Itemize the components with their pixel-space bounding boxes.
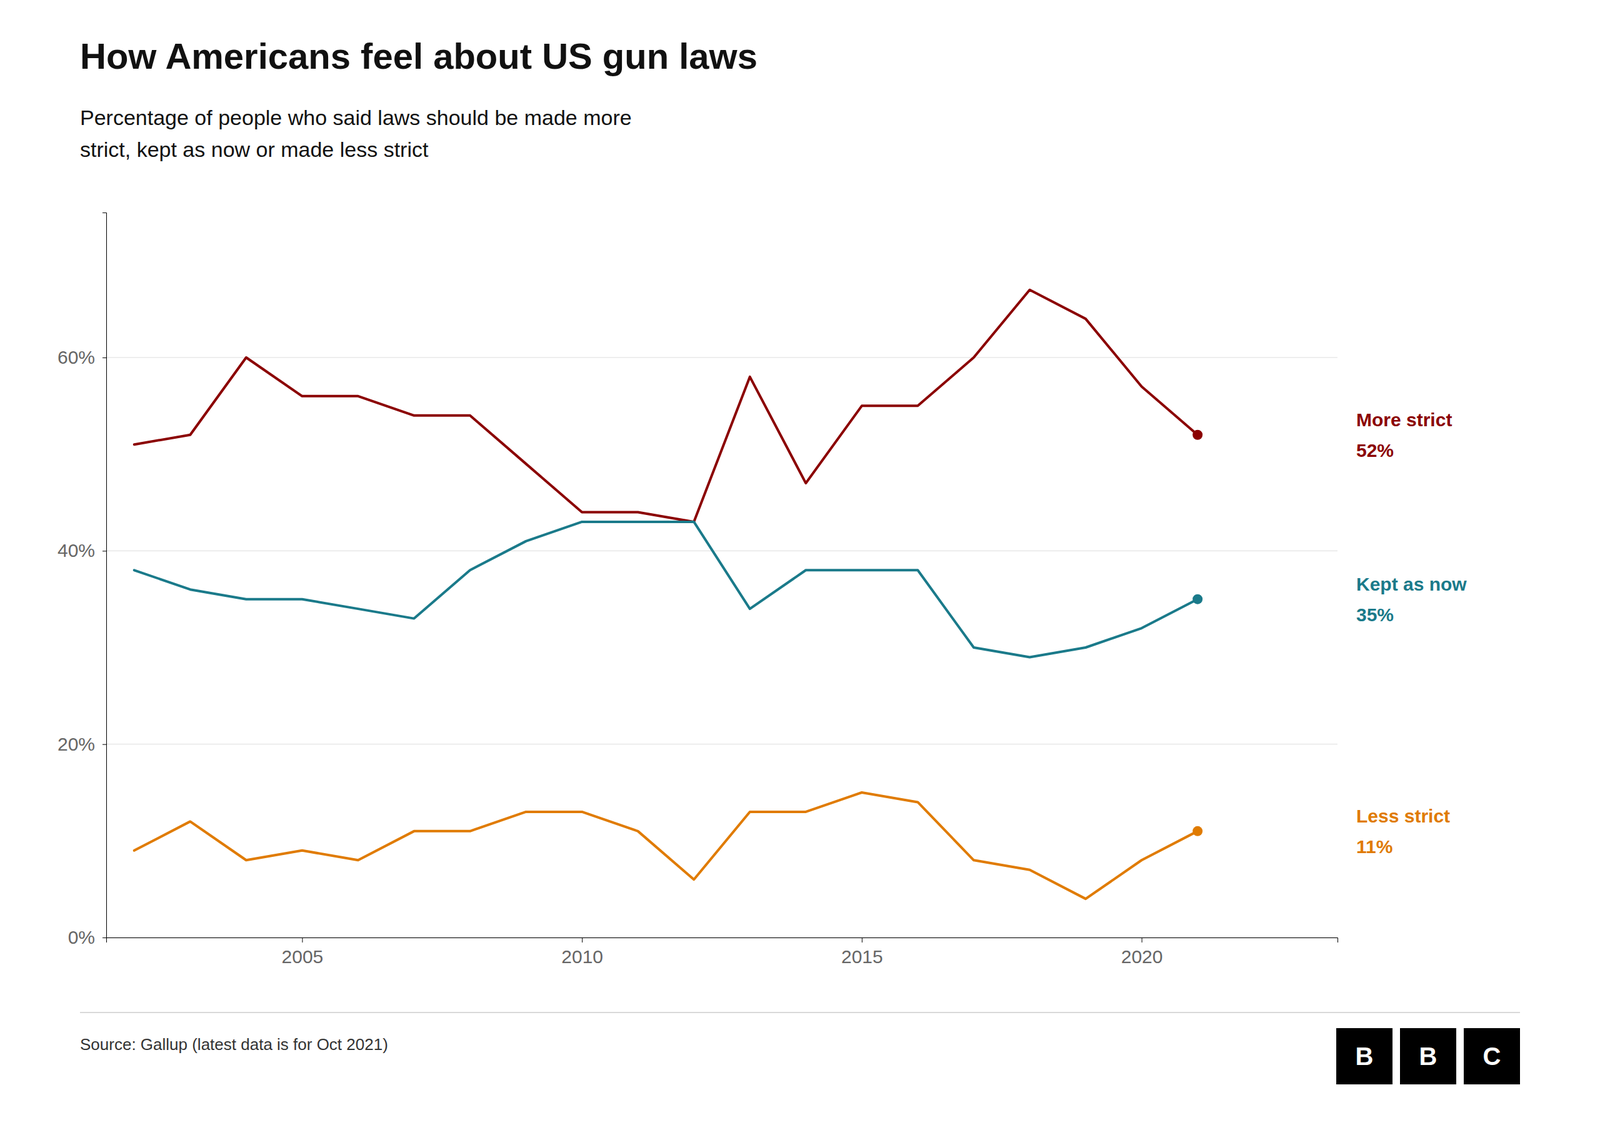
tick-label: 60% xyxy=(57,346,95,368)
tick-label: 2020 xyxy=(1121,946,1164,967)
end-dot xyxy=(1192,826,1203,837)
series-label: More strict xyxy=(1356,409,1452,430)
grid-line xyxy=(106,550,1338,552)
tick-mark xyxy=(861,937,863,943)
logo: BBC xyxy=(1336,1028,1520,1085)
logo-letter: C xyxy=(1483,1042,1502,1070)
end-labels: More strict 52% Kept as now 35% Less strict 1… xyxy=(1356,409,1467,858)
grid xyxy=(106,357,1338,938)
tick-mark xyxy=(102,357,107,359)
chart: How Americans feel about US gun laws Perc… xyxy=(0,0,1600,1125)
data-label: 52% xyxy=(1356,440,1394,461)
series-label: Kept as now xyxy=(1356,573,1467,595)
data-label: 35% xyxy=(1356,604,1394,625)
tick-label: 2010 xyxy=(561,946,604,967)
logo-letter: B xyxy=(1355,1042,1374,1070)
tick: 40% xyxy=(57,540,107,561)
tick: 2015 xyxy=(841,937,884,967)
tick-mark xyxy=(1141,937,1143,943)
series-line xyxy=(134,290,1198,522)
tick: 2005 xyxy=(281,937,324,967)
tick-mark xyxy=(301,937,303,943)
series-label: Less strict xyxy=(1356,805,1450,827)
end-dot xyxy=(1192,594,1203,605)
tick: 0% xyxy=(68,926,107,948)
x-axis: 2005 2010 2015 2020 xyxy=(106,937,1339,967)
logo-box xyxy=(1336,1028,1393,1085)
axis-line xyxy=(102,213,107,939)
tick-mark xyxy=(581,937,583,943)
tick-label: 20% xyxy=(57,733,95,755)
series-line xyxy=(134,521,1198,658)
tick: 20% xyxy=(57,733,107,755)
plot: 0% 20% 40% 60% 2005 2010 2015 2020 xyxy=(57,213,1339,968)
tick-label: 2005 xyxy=(281,946,324,967)
tick-mark xyxy=(102,937,107,939)
series-line xyxy=(134,792,1198,899)
tick-label: 40% xyxy=(57,540,95,561)
tick: 2010 xyxy=(561,937,604,967)
tick: 2020 xyxy=(1121,937,1164,967)
marks xyxy=(134,290,1203,899)
axis-line xyxy=(106,938,1339,944)
tick-label: 2015 xyxy=(841,946,884,967)
grid-line xyxy=(106,357,1338,359)
separator xyxy=(80,1011,1520,1014)
y-axis: 0% 20% 40% 60% xyxy=(57,213,107,949)
tick-label: 0% xyxy=(68,926,95,948)
subtitle: Percentage of people who said laws shoul… xyxy=(80,105,632,162)
title: How Americans feel about US gun laws xyxy=(80,35,758,77)
data-label: 11% xyxy=(1356,836,1393,857)
tick-mark xyxy=(102,744,107,745)
tick-mark xyxy=(102,550,107,552)
source: Source: Gallup (latest data is for Oct 2… xyxy=(80,1035,389,1054)
grid-line xyxy=(106,743,1338,745)
logo-letter: B xyxy=(1419,1042,1438,1070)
logo-box xyxy=(1400,1028,1457,1085)
end-dot xyxy=(1192,430,1203,440)
logo-box xyxy=(1463,1028,1520,1085)
tick: 60% xyxy=(57,346,107,368)
